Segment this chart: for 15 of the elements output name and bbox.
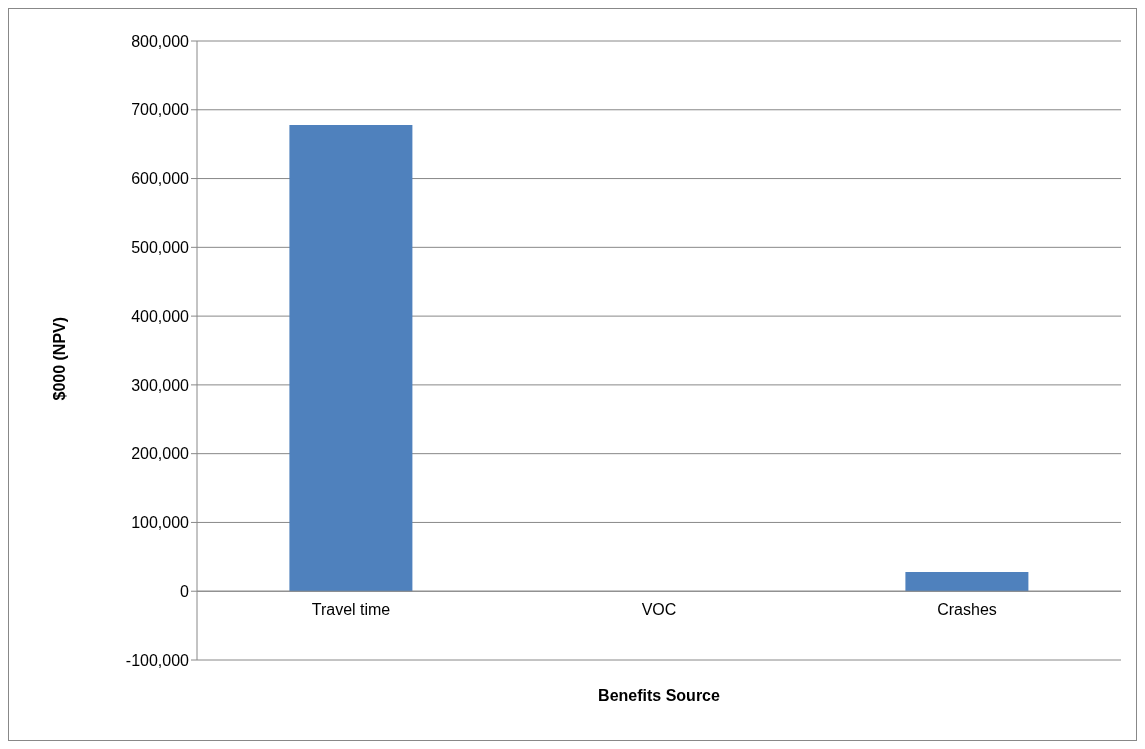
y-tick-label: 100,000 <box>131 514 190 532</box>
y-tick-label: 800,000 <box>131 32 190 50</box>
y-tick-label: 400,000 <box>131 307 190 325</box>
y-tick-label: -100,000 <box>125 651 190 669</box>
x-tick-label: Crashes <box>937 600 997 618</box>
y-tick-label: 600,000 <box>131 170 190 188</box>
y-tick-label: 700,000 <box>131 101 190 119</box>
x-tick-label: Travel time <box>311 600 391 618</box>
y-tick-label: 500,000 <box>131 239 190 257</box>
y-tick-label: 300,000 <box>131 376 190 394</box>
x-tick-label: VOC <box>641 600 677 618</box>
y-axis-title: $000 (NPV) <box>50 316 68 401</box>
y-tick-label: 0 <box>180 582 190 600</box>
y-tick-label: 200,000 <box>131 445 190 463</box>
x-axis-title: Benefits Source <box>598 687 721 704</box>
